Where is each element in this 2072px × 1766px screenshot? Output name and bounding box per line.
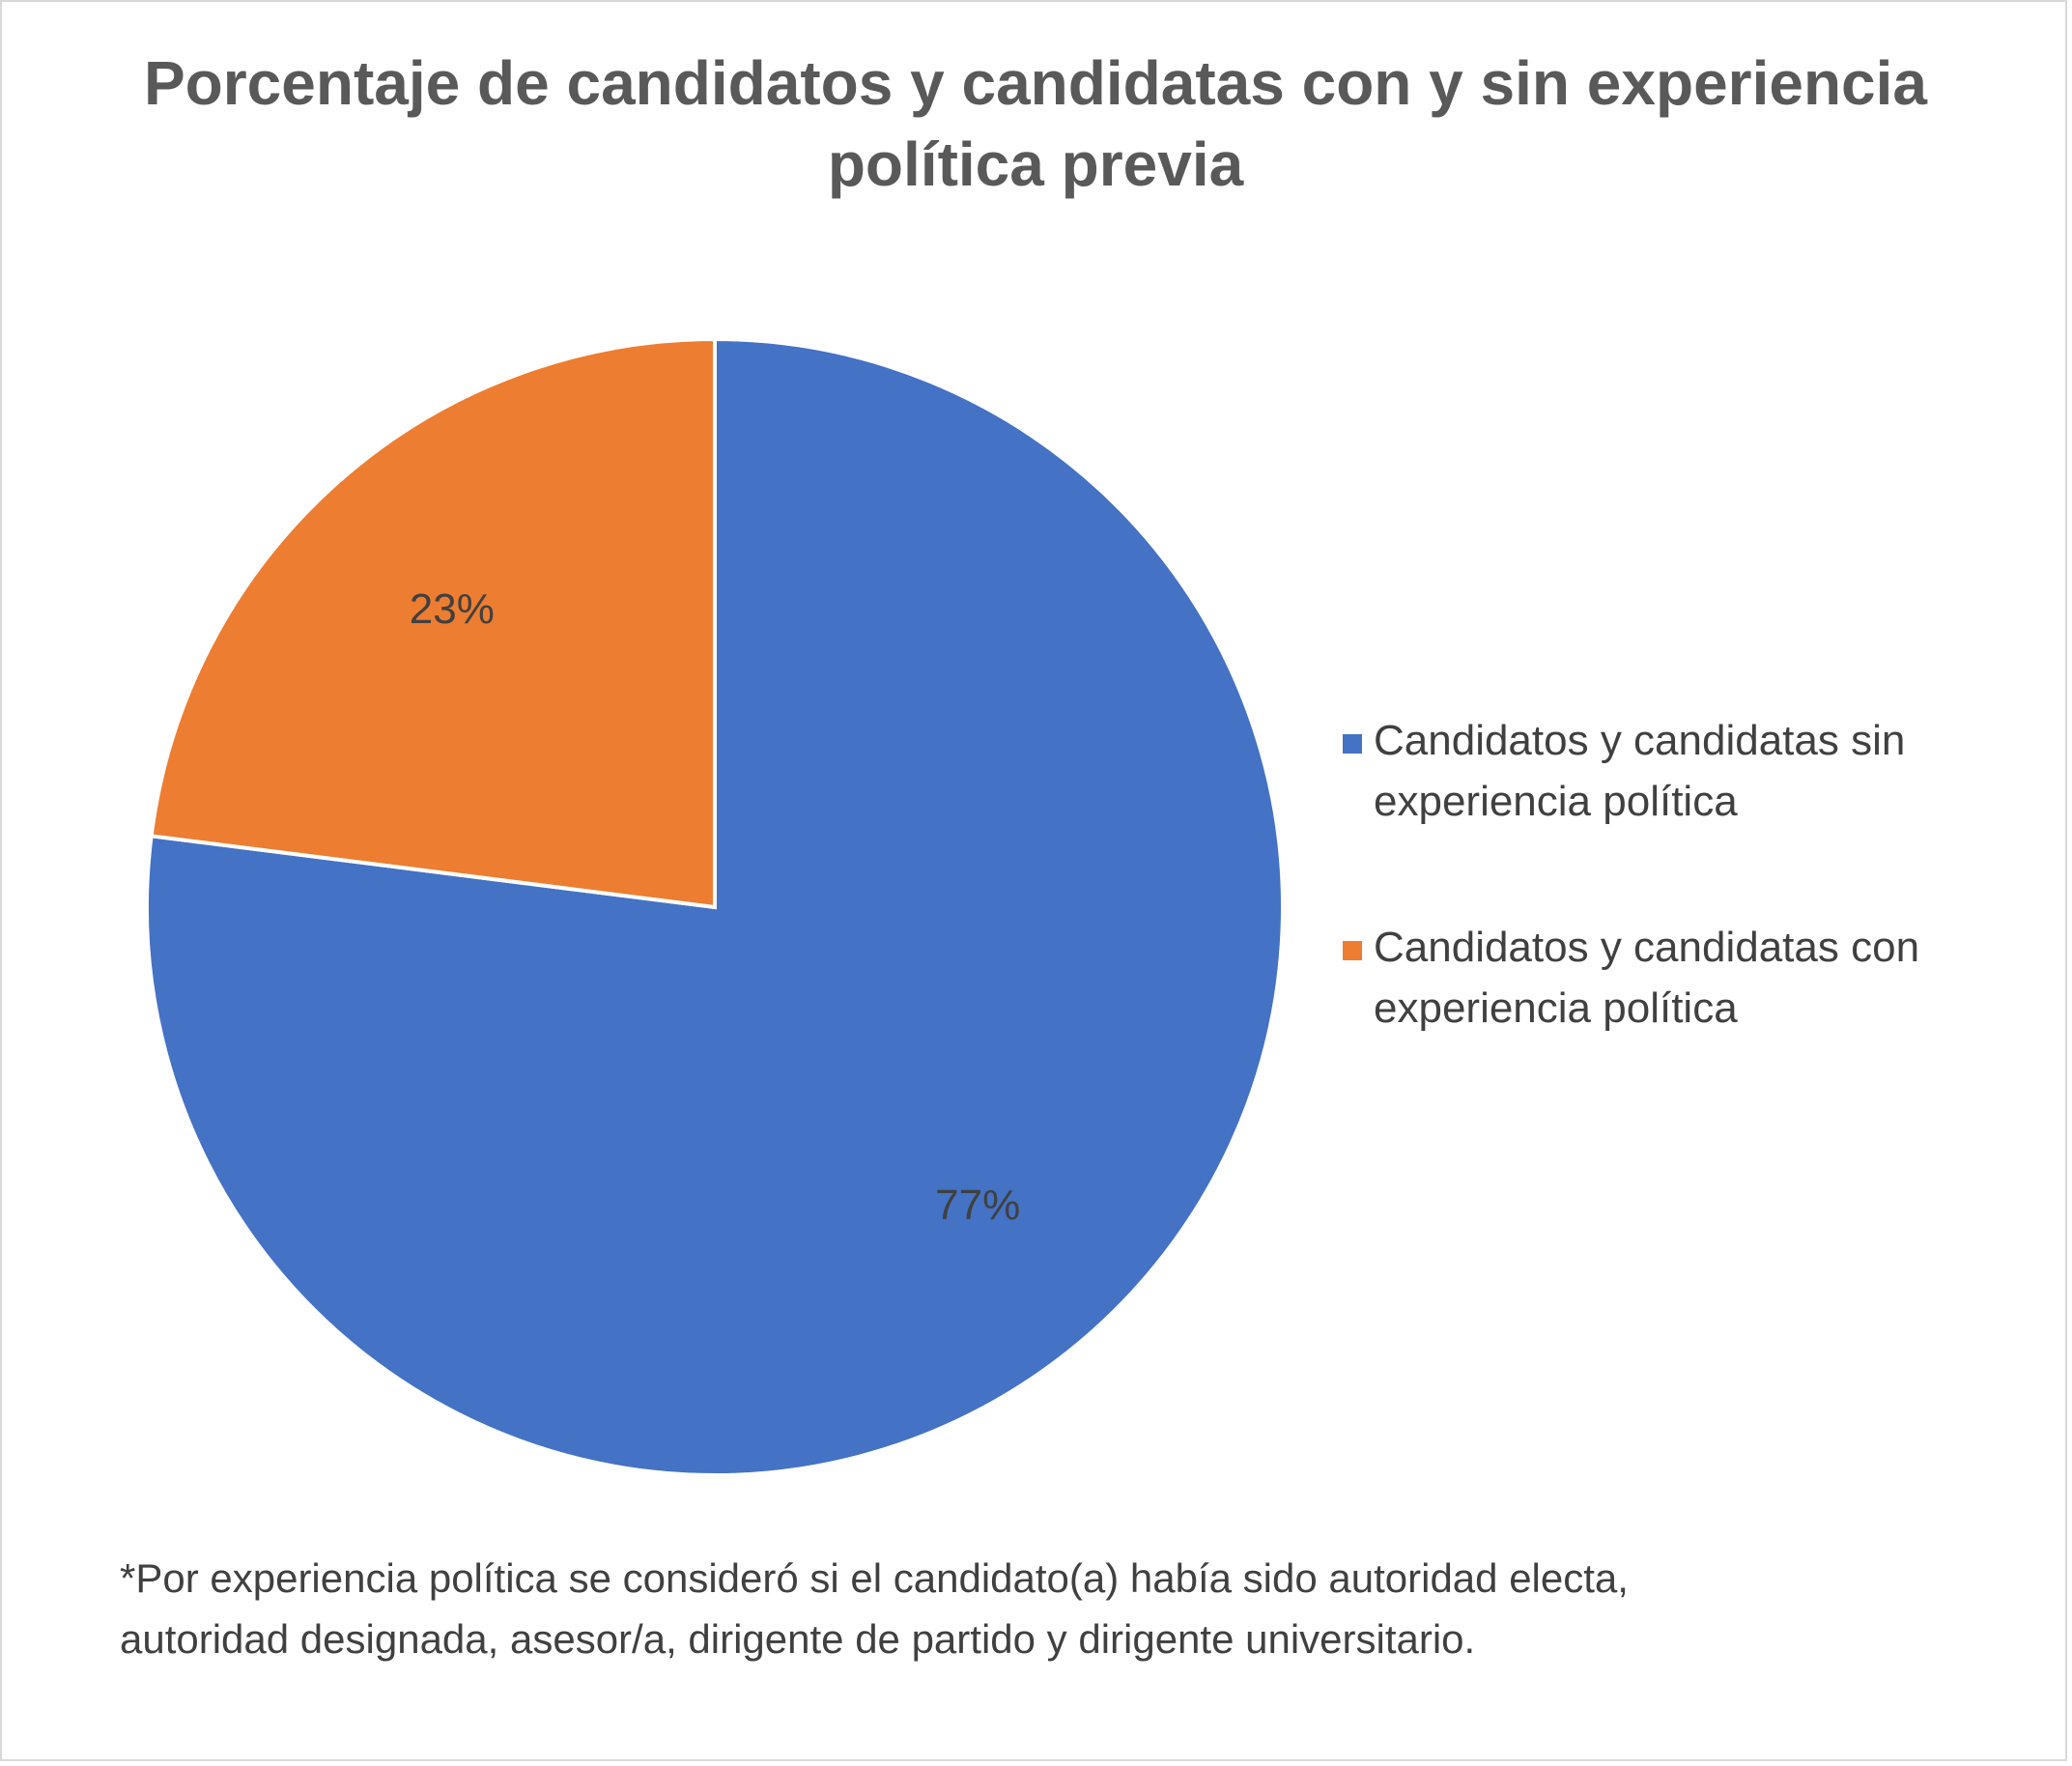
legend-swatch-con-experiencia — [1343, 941, 1362, 960]
chart-footnote: *Por experiencia política se consideró s… — [120, 1548, 2013, 1669]
pie-data-label-con-experiencia: 23% — [410, 585, 495, 633]
chart-footnote-line-2: autoridad designada, asesor/a, dirigente… — [120, 1616, 1476, 1662]
chart-footnote-line-1: *Por experiencia política se consideró s… — [120, 1555, 1629, 1601]
legend-label-sin-experiencia-line-1: Candidatos y candidatas sin — [1374, 717, 1906, 764]
pie-data-label-sin-experiencia: 77% — [935, 1182, 1020, 1229]
legend-item-sin-experiencia: Candidatos y candidatas sin experiencia … — [1343, 710, 2038, 832]
chart-title-line-2: política previa — [827, 129, 1244, 199]
legend-swatch-sin-experiencia — [1343, 734, 1362, 754]
legend-label-sin-experiencia-line-2: experiencia política — [1374, 778, 1738, 825]
pie-slices — [145, 336, 1285, 1477]
pie-slice-con-experiencia — [149, 336, 717, 910]
chart-title: Porcentaje de candidatos y candidatas co… — [99, 43, 1973, 205]
legend-label-con-experiencia-line-2: experiencia política — [1374, 984, 1738, 1032]
legend-label-con-experiencia-line-1: Candidatos y candidatas con — [1374, 924, 1920, 971]
legend-item-con-experiencia: Candidatos y candidatas con experiencia … — [1343, 917, 2038, 1039]
chart-title-line-1: Porcentaje de candidatos y candidatas co… — [143, 48, 1928, 118]
pie-labels: 77% 23% — [410, 585, 1020, 1229]
chart-legend: Candidatos y candidatas sin experiencia … — [1343, 710, 2038, 1124]
